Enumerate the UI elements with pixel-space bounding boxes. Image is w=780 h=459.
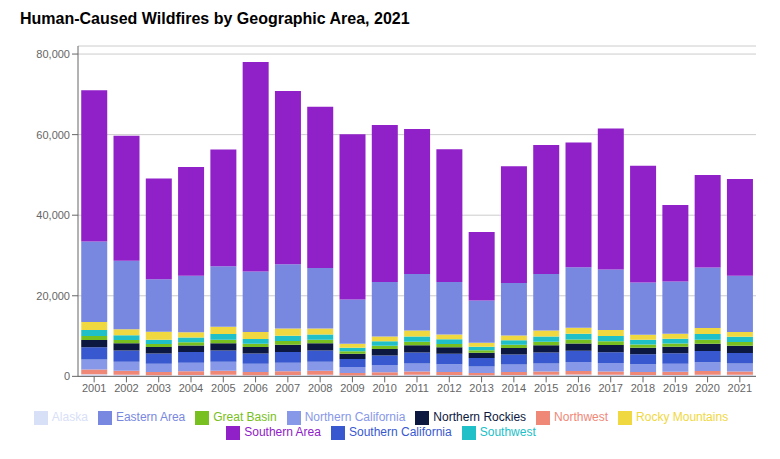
svg-text:2013: 2013 bbox=[469, 382, 493, 394]
svg-text:2016: 2016 bbox=[566, 382, 590, 394]
svg-text:40,000: 40,000 bbox=[36, 209, 70, 221]
svg-text:2005: 2005 bbox=[211, 382, 235, 394]
svg-text:2014: 2014 bbox=[502, 382, 526, 394]
svg-text:2012: 2012 bbox=[437, 382, 461, 394]
html-text:Northern Rockies: Northern Rockies bbox=[433, 410, 527, 425]
svg-text:0: 0 bbox=[64, 370, 70, 382]
html-text:Great Basin: Great Basin bbox=[213, 410, 277, 425]
svg-text:80,000: 80,000 bbox=[36, 48, 70, 60]
svg-text:20,000: 20,000 bbox=[36, 290, 70, 302]
svg-text:2004: 2004 bbox=[179, 382, 203, 394]
svg-text:2001: 2001 bbox=[82, 382, 106, 394]
svg-text:2018: 2018 bbox=[631, 382, 655, 394]
html-text:Northern California: Northern California bbox=[304, 410, 406, 425]
html-text:Northwest: Northwest bbox=[554, 410, 609, 425]
html-text:Alaska: Alaska bbox=[51, 410, 88, 425]
svg-text:2015: 2015 bbox=[534, 382, 558, 394]
html-text:Human-Caused Wildfires by Geog: Human-Caused Wildfires by Geographic Are… bbox=[20, 10, 410, 27]
svg-text:2008: 2008 bbox=[308, 382, 332, 394]
svg-text:2006: 2006 bbox=[243, 382, 267, 394]
svg-text:2002: 2002 bbox=[114, 382, 138, 394]
svg-text:2010: 2010 bbox=[372, 382, 396, 394]
svg-text:2011: 2011 bbox=[405, 382, 429, 394]
html-text:Southwest: Southwest bbox=[479, 425, 536, 440]
svg-text:2009: 2009 bbox=[340, 382, 364, 394]
svg-text:2003: 2003 bbox=[146, 382, 170, 394]
svg-text:2021: 2021 bbox=[728, 382, 752, 394]
svg-text:2020: 2020 bbox=[695, 382, 719, 394]
svg-text:2007: 2007 bbox=[276, 382, 300, 394]
svg-text:2019: 2019 bbox=[663, 382, 687, 394]
html-text:Southern Area: Southern Area bbox=[244, 425, 321, 440]
html-text:Rocky Mountains: Rocky Mountains bbox=[636, 410, 729, 425]
svg-text:60,000: 60,000 bbox=[36, 129, 70, 141]
svg-text:2017: 2017 bbox=[598, 382, 622, 394]
html-text:Eastern Area: Eastern Area bbox=[115, 410, 186, 425]
html-text:Southern California: Southern California bbox=[349, 425, 452, 440]
